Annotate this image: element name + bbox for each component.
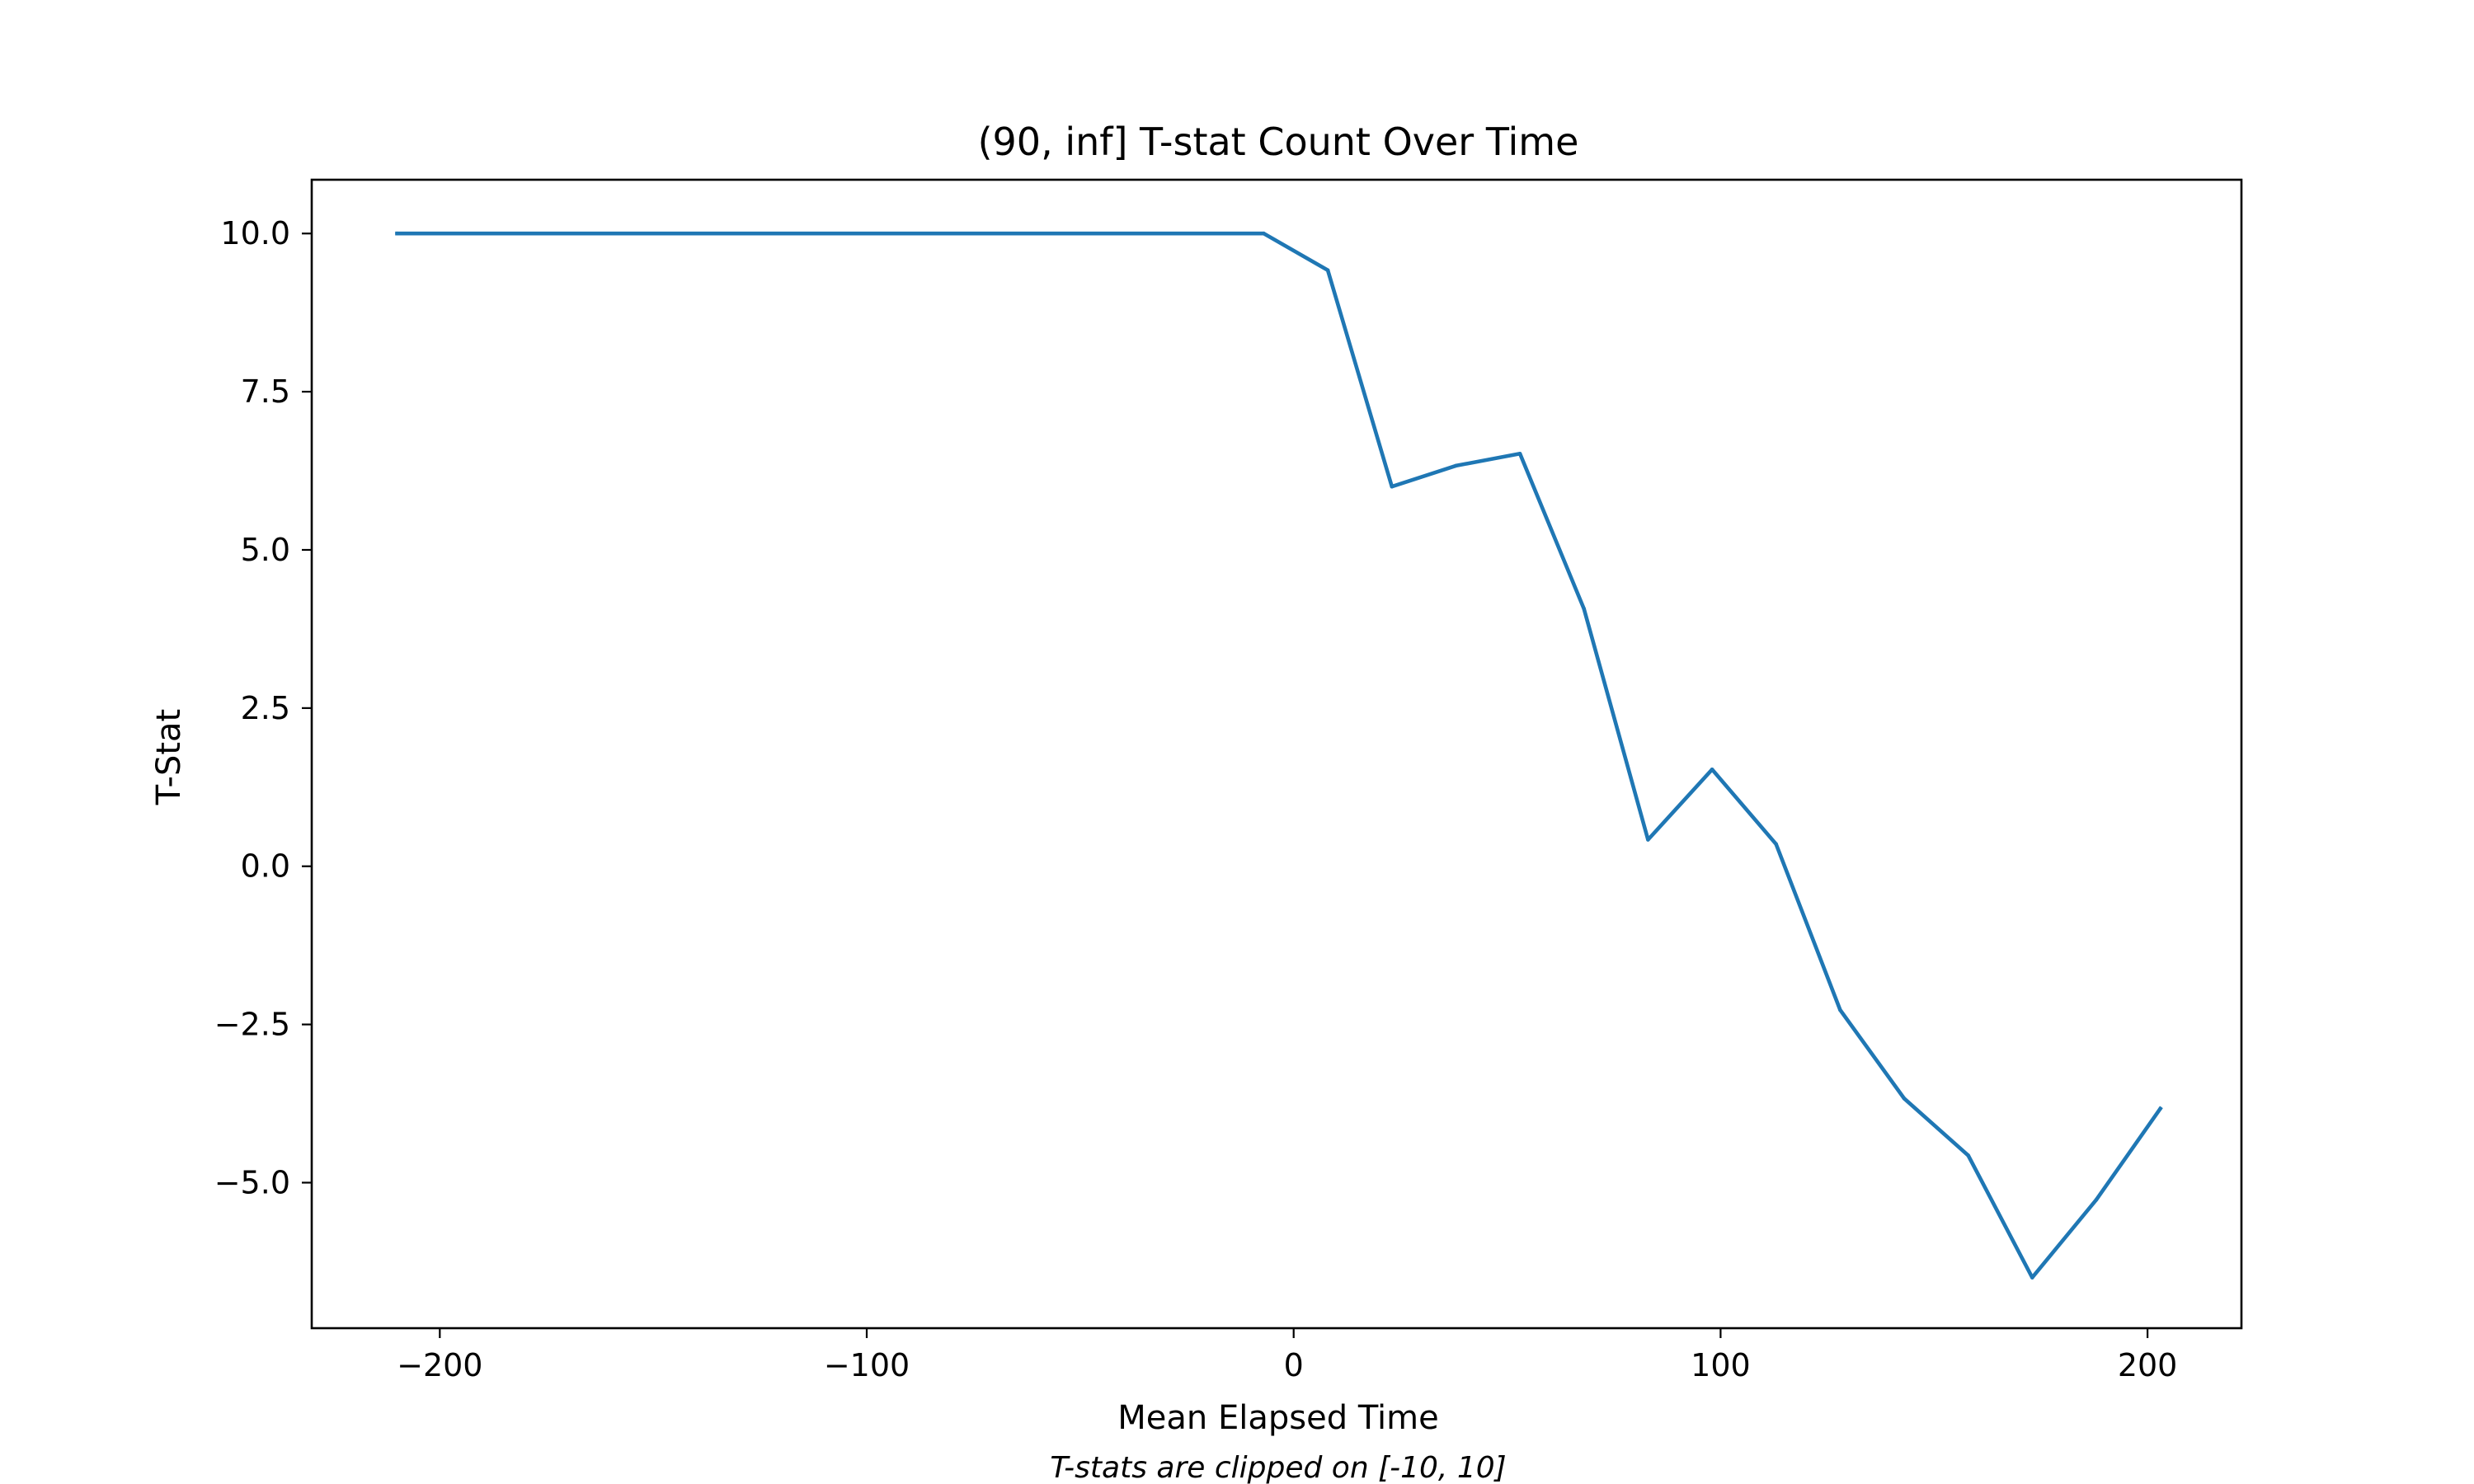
x-tick-label: 0 bbox=[1284, 1347, 1304, 1383]
x-tick-label: −100 bbox=[824, 1347, 910, 1383]
data-point bbox=[2030, 1275, 2034, 1280]
x-tick-label: −200 bbox=[397, 1347, 482, 1383]
y-tick-label: 7.5 bbox=[241, 373, 290, 410]
x-tick-label: 200 bbox=[2118, 1347, 2178, 1383]
x-axis: −200 −100 0 100 200 bbox=[397, 1328, 2177, 1383]
data-point bbox=[1262, 231, 1266, 236]
data-point bbox=[1582, 607, 1587, 611]
y-tick-label: 2.5 bbox=[241, 690, 290, 726]
chart-title: (90, inf] T-stat Count Over Time bbox=[978, 120, 1579, 164]
data-point bbox=[2094, 1197, 2099, 1202]
series-line bbox=[395, 231, 2163, 1280]
y-axis-label: T-Stat bbox=[150, 709, 188, 805]
y-tick-label: −2.5 bbox=[214, 1007, 290, 1043]
data-point bbox=[1454, 463, 1458, 468]
x-axis-label: Mean Elapsed Time bbox=[1117, 1399, 1438, 1437]
data-point bbox=[1966, 1153, 1970, 1158]
data-point bbox=[1390, 484, 1395, 489]
data-point bbox=[1902, 1097, 1907, 1101]
y-tick-label: −5.0 bbox=[214, 1164, 290, 1200]
data-point bbox=[395, 231, 399, 236]
y-axis: 10.0 7.5 5.0 2.5 0.0 −2.5 −5.0 bbox=[214, 215, 312, 1200]
plot-frame bbox=[310, 178, 2243, 1330]
series-points bbox=[395, 231, 2162, 1280]
data-point bbox=[1710, 768, 1714, 772]
data-point bbox=[2158, 1106, 2162, 1111]
data-point bbox=[1838, 1007, 1842, 1012]
chart-caption: T-stats are clipped on [-10, 10] bbox=[1050, 1451, 1506, 1484]
y-tick-label: 0.0 bbox=[241, 848, 290, 885]
y-tick-label: 10.0 bbox=[220, 215, 290, 251]
data-point bbox=[1517, 452, 1522, 456]
data-point bbox=[1325, 268, 1330, 273]
y-tick-label: 5.0 bbox=[241, 532, 290, 568]
data-point bbox=[1774, 842, 1779, 847]
x-tick-label: 100 bbox=[1691, 1347, 1751, 1383]
data-point bbox=[1646, 838, 1650, 842]
